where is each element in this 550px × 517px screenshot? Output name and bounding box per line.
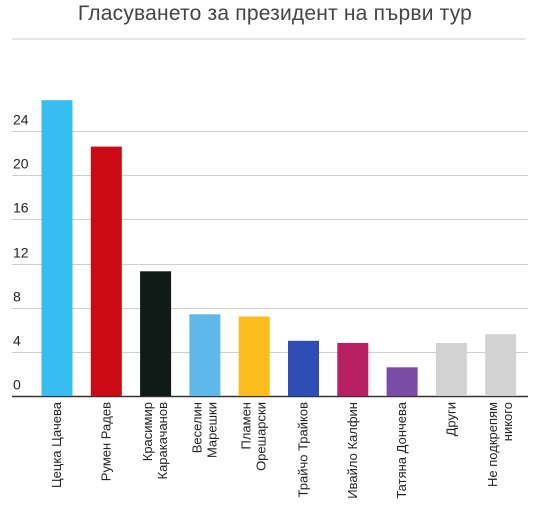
y-tick-label: 0	[13, 377, 21, 393]
x-category-label-line: Ивайло Калфин	[345, 402, 360, 499]
chart-title: Гласуването за президент на първи тур	[77, 2, 473, 25]
y-tick-label: 20	[13, 156, 29, 172]
bar	[140, 271, 172, 396]
bar	[238, 316, 270, 396]
x-category-label-line: Цецка Цачева	[49, 401, 64, 488]
bar	[435, 343, 467, 396]
x-category-label-line: Орешарски	[254, 402, 269, 471]
x-category-label: Не подкрепям никого	[485, 402, 515, 487]
x-category-label-line: Марешки	[204, 402, 219, 458]
x-category-label-line: Каракачанов	[155, 402, 170, 480]
y-tick-label: 24	[13, 112, 29, 128]
x-category-label: Цецка Цачева	[49, 401, 64, 488]
x-category-label: Веселин Марешки	[189, 402, 219, 458]
x-category-label-line: Румен Радев	[98, 402, 113, 481]
y-tick-label: 8	[13, 289, 21, 305]
title-divider	[12, 38, 526, 40]
bars	[41, 100, 517, 396]
bar	[288, 340, 319, 396]
bar	[189, 314, 221, 396]
x-category-label-line: никого	[500, 402, 515, 441]
x-category-label-line: Други	[443, 402, 458, 436]
y-tick-label: 12	[13, 245, 29, 261]
y-tick-label: 4	[13, 333, 21, 349]
y-tick-label: 16	[13, 200, 29, 216]
x-category-label-line: Не подкрепям	[485, 402, 500, 487]
bar	[386, 367, 418, 396]
x-category-label: Красимир Каракачанов	[140, 402, 170, 480]
x-category-label: Други	[443, 402, 458, 436]
x-category-label: Трайчо Трайков	[296, 402, 311, 498]
x-category-label-line: Веселин	[189, 402, 204, 453]
x-category-label: Румен Радев	[98, 402, 113, 481]
bar	[90, 146, 122, 396]
y-axis-ticks: 0 4 8 12 16 20 24	[13, 112, 29, 393]
x-category-label: Пламен Орешарски	[239, 402, 269, 471]
bar	[485, 334, 517, 396]
x-category-label-line: Татяна Дончева	[394, 401, 409, 498]
x-category-label-line: Трайчо Трайков	[296, 402, 311, 498]
x-category-label-line: Красимир	[140, 402, 155, 461]
bar	[41, 100, 73, 396]
x-category-label: Ивайло Калфин	[345, 402, 360, 499]
x-category-label-line: Пламен	[239, 402, 254, 450]
x-axis-labels: Цецка Цачева Румен Радев Красимир Каракачан…	[49, 401, 515, 498]
bar	[337, 343, 369, 396]
x-category-label: Татяна Дончева	[394, 401, 409, 498]
